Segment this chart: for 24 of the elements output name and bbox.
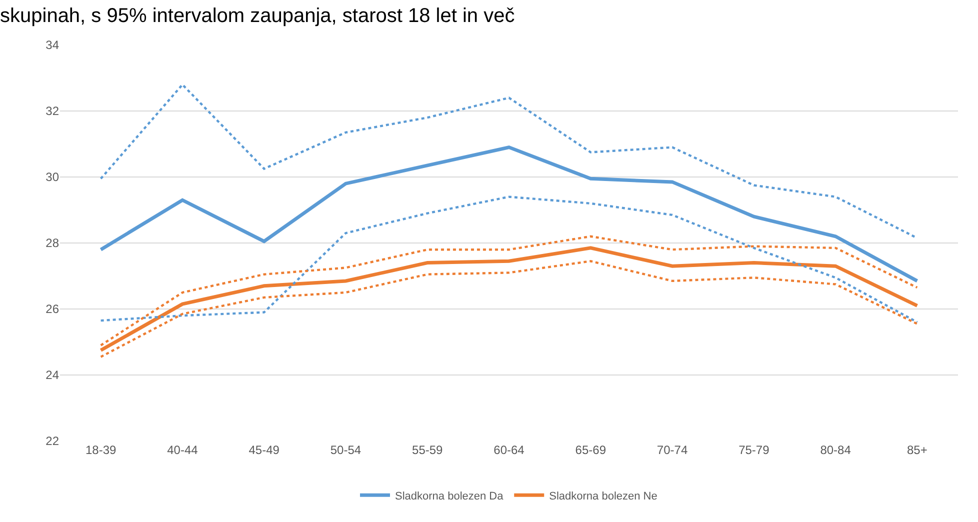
- chart-title: skupinah, s 95% intervalom zaupanja, starost 18 let in več: [0, 4, 515, 27]
- x-tick-label: 60-64: [494, 443, 525, 457]
- y-tick-label: 32: [46, 104, 60, 118]
- x-tick-label: 45-49: [248, 443, 280, 457]
- line-series: [100, 260, 918, 358]
- x-tick-label: 50-54: [330, 443, 362, 457]
- x-tick-label: 70-74: [656, 443, 688, 457]
- x-tick-label: 75-79: [738, 443, 770, 457]
- x-tick-label: 18-39: [85, 443, 116, 457]
- x-tick-label: 65-69: [575, 443, 606, 457]
- x-tick-label: 85+: [907, 443, 928, 457]
- y-tick-label: 26: [46, 302, 60, 316]
- x-tick-label: 55-59: [412, 443, 444, 457]
- y-tick-label: 34: [46, 38, 60, 52]
- y-tick-label: 28: [46, 236, 60, 250]
- y-tick-label: 24: [46, 368, 60, 382]
- legend-label: Sladkorna bolezen Da: [395, 490, 504, 502]
- y-tick-label: 22: [46, 434, 60, 448]
- x-tick-label: 40-44: [167, 443, 198, 457]
- y-tick-label: 30: [46, 170, 60, 184]
- x-tick-label: 80-84: [820, 443, 852, 457]
- line-series: [100, 196, 918, 324]
- legend-label: Sladkorna bolezen Ne: [549, 490, 658, 502]
- line-series: [99, 146, 919, 283]
